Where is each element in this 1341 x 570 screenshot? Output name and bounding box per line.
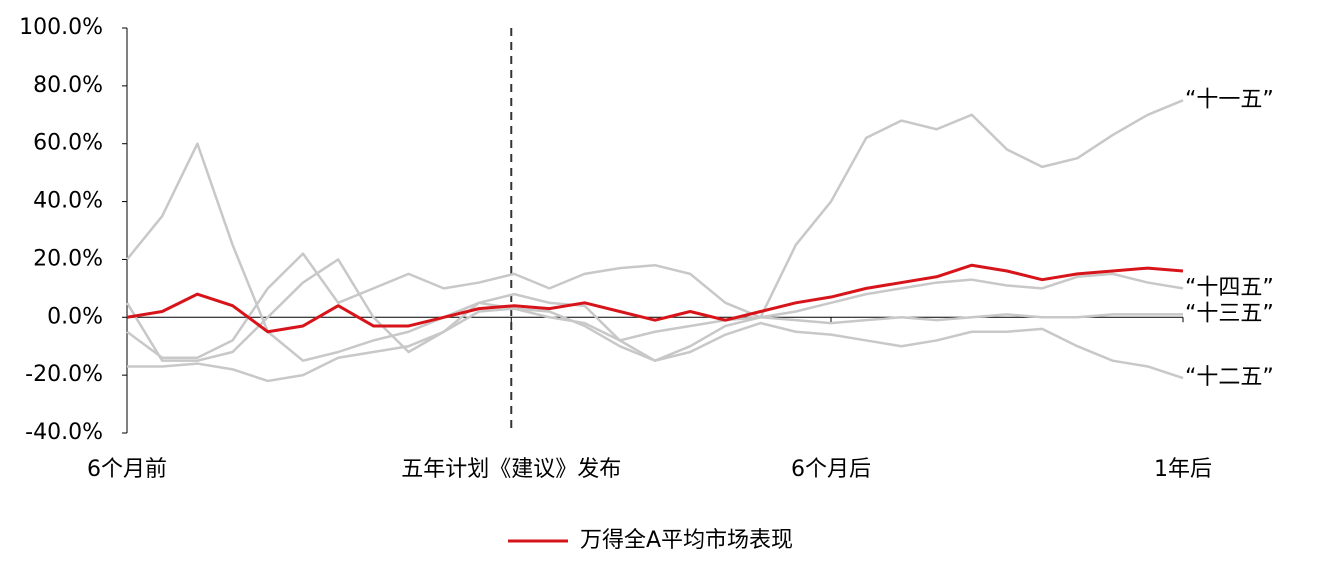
- y-tick-label: 60.0%: [33, 131, 103, 156]
- y-tick-label: 80.0%: [33, 73, 103, 98]
- series-line: [126, 99, 1184, 362]
- series-line: [127, 307, 1184, 383]
- y-tick-label: -40.0%: [25, 420, 103, 445]
- x-tick-label: 6个月后: [791, 457, 871, 482]
- series-end-label: “十一五”: [1185, 87, 1274, 112]
- series-end-label: “十四五”: [1185, 275, 1274, 300]
- series-end-label: “十三五”: [1185, 301, 1274, 326]
- x-tick-label: 五年计划《建议》发布: [401, 457, 621, 482]
- y-tick-label: 100.0%: [19, 15, 103, 40]
- x-tick-label: 1年后: [1154, 457, 1212, 482]
- y-tick-label: -20.0%: [25, 362, 103, 387]
- y-tick-label: 20.0%: [33, 246, 103, 271]
- legend-label: 万得全A平均市场表现: [580, 528, 793, 553]
- x-tick-label: 6个月前: [87, 457, 167, 482]
- series-end-label: “十二五”: [1185, 365, 1274, 390]
- y-tick-label: 40.0%: [33, 189, 103, 214]
- y-tick-label: 0.0%: [47, 304, 103, 329]
- series-line: [126, 263, 1184, 334]
- series-line: [126, 252, 1184, 360]
